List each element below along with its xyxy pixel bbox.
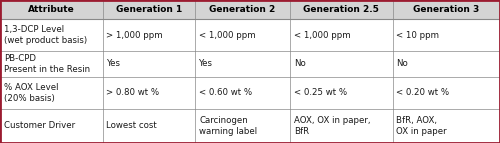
Text: > 1,000 ppm: > 1,000 ppm (106, 31, 163, 39)
Text: Attribute: Attribute (28, 5, 74, 14)
Text: Generation 2: Generation 2 (210, 5, 276, 14)
Text: < 0.20 wt %: < 0.20 wt % (396, 89, 450, 97)
Text: Generation 2.5: Generation 2.5 (304, 5, 379, 14)
Bar (102, 19, 195, 51)
Bar (290, 51, 392, 77)
Text: No: No (294, 59, 306, 68)
Bar (195, 77, 290, 109)
Bar (392, 77, 500, 109)
Bar (0, 77, 102, 109)
Text: PB-CPD
Present in the Resin: PB-CPD Present in the Resin (4, 54, 90, 74)
Bar (0, 0, 102, 19)
Text: Generation 3: Generation 3 (413, 5, 480, 14)
Bar (102, 0, 195, 19)
Bar (392, 109, 500, 143)
Bar (102, 109, 195, 143)
Text: < 10 ppm: < 10 ppm (396, 31, 440, 39)
Text: < 0.60 wt %: < 0.60 wt % (199, 89, 252, 97)
Text: BfR, AOX,
OX in paper: BfR, AOX, OX in paper (396, 116, 447, 136)
Bar (290, 19, 392, 51)
Bar (102, 51, 195, 77)
Bar (195, 0, 290, 19)
Bar (195, 109, 290, 143)
Bar (0, 51, 102, 77)
Text: Customer Driver: Customer Driver (4, 121, 75, 130)
Text: Lowest cost: Lowest cost (106, 121, 157, 130)
Text: Generation 1: Generation 1 (116, 5, 182, 14)
Bar (0, 19, 102, 51)
Bar (392, 19, 500, 51)
Text: Yes: Yes (106, 59, 120, 68)
Bar (195, 51, 290, 77)
Text: > 0.80 wt %: > 0.80 wt % (106, 89, 160, 97)
Text: < 1,000 ppm: < 1,000 ppm (294, 31, 350, 39)
Text: Carcinogen
warning label: Carcinogen warning label (199, 116, 257, 136)
Bar (0, 109, 102, 143)
Bar (195, 19, 290, 51)
Bar (392, 0, 500, 19)
Bar (290, 77, 392, 109)
Text: < 1,000 ppm: < 1,000 ppm (199, 31, 256, 39)
Text: 1,3-DCP Level
(wet product basis): 1,3-DCP Level (wet product basis) (4, 25, 87, 45)
Bar (290, 109, 392, 143)
Text: % AOX Level
(20% basis): % AOX Level (20% basis) (4, 83, 59, 103)
Bar (102, 77, 195, 109)
Text: No: No (396, 59, 408, 68)
Text: AOX, OX in paper,
BfR: AOX, OX in paper, BfR (294, 116, 370, 136)
Text: < 0.25 wt %: < 0.25 wt % (294, 89, 347, 97)
Bar (392, 51, 500, 77)
Bar (290, 0, 392, 19)
Text: Yes: Yes (199, 59, 213, 68)
